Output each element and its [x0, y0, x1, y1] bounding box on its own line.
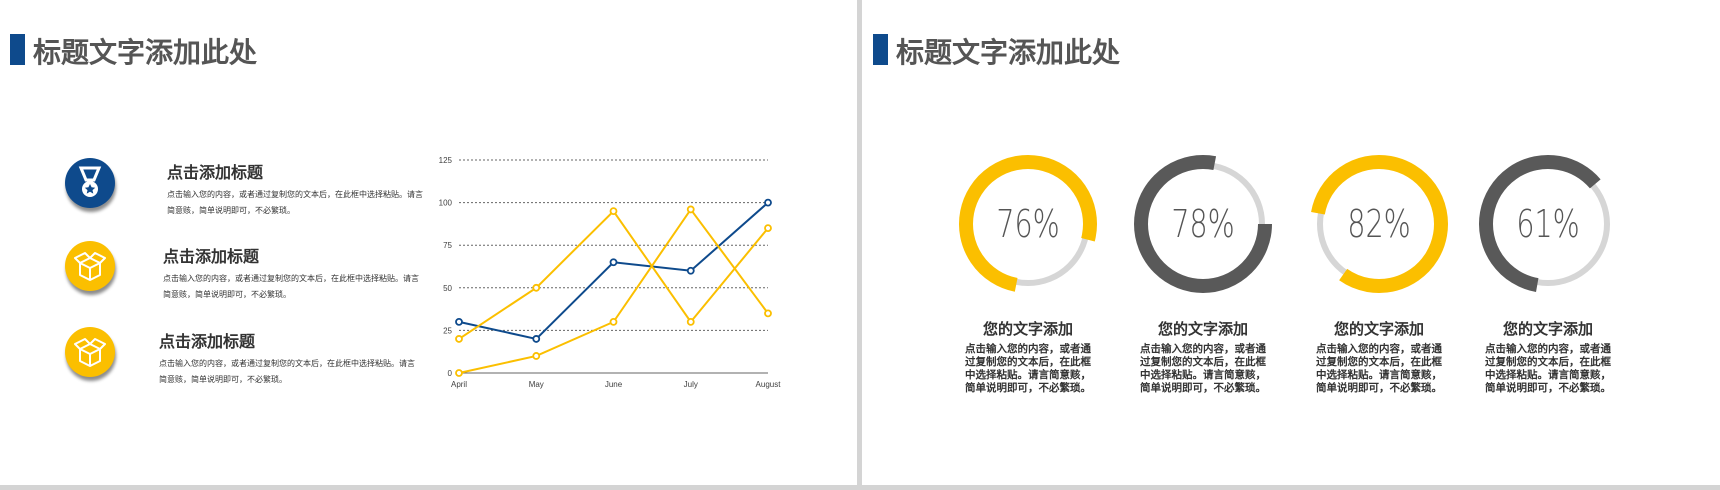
y-tick-label: 75: [443, 241, 452, 250]
series-yellow-1-point: [764, 224, 772, 233]
x-tick-label: August: [756, 380, 782, 389]
x-tick-label: May: [529, 380, 544, 389]
ring-caption: 您的文字添加 点击输入您的内容，或者通过复制您的文本后，在此框中选择粘贴。请言简…: [1304, 318, 1454, 395]
progress-ring: 61%: [1473, 149, 1623, 299]
series-yellow-2-point: [764, 309, 772, 318]
progress-ring: 82%: [1304, 149, 1454, 299]
item-heading: 点击添加标题: [163, 247, 260, 266]
item-body: 点击输入您的内容，或者通过复制您的文本后，在此框中选择粘贴。请言简意赅，简单说明…: [163, 274, 419, 299]
series-blue-point: [455, 317, 463, 326]
page-title: 标题文字添加此处: [33, 36, 258, 69]
series-yellow-1-point: [532, 283, 541, 292]
y-tick-label: 25: [443, 326, 452, 335]
ring-caption: 您的文字添加 点击输入您的内容，或者通过复制您的文本后，在此框中选择粘贴。请言简…: [1128, 318, 1278, 395]
y-tick-label: 0: [448, 369, 453, 378]
y-tick-label: 50: [443, 284, 452, 293]
y-tick-label: 125: [439, 156, 453, 165]
title-accent-bar: [10, 34, 25, 65]
caption-heading: 您的文字添加: [1157, 320, 1248, 338]
title-accent-bar: [873, 34, 888, 65]
series-yellow-1-point: [455, 335, 463, 343]
item-body: 点击输入您的内容，或者通过复制您的文本后，在此框中选择粘贴。请言简意赅，简单说明…: [167, 190, 423, 215]
ring-caption: 您的文字添加 点击输入您的内容，或者通过复制您的文本后，在此框中选择粘贴。请言简…: [953, 318, 1103, 395]
item-heading: 点击添加标题: [159, 332, 256, 351]
slide-divider: [857, 0, 862, 490]
x-tick-label: June: [605, 380, 623, 389]
series-blue-point: [764, 198, 772, 207]
ring-progress: [1309, 155, 1448, 293]
medal-icon: [65, 158, 115, 208]
ring-percent-label: 61%: [1516, 202, 1580, 246]
x-tick-label: July: [684, 380, 698, 389]
series-yellow-2-point: [455, 369, 463, 377]
caption-body: 点击输入您的内容，或者通过复制您的文本后，在此框中选择粘贴。请言简意赅，简单说明…: [965, 343, 1091, 394]
caption-heading: 您的文字添加: [982, 320, 1073, 338]
series-blue-point: [532, 335, 541, 343]
series-yellow-2-point: [686, 205, 695, 214]
ring-percent-label: 82%: [1347, 202, 1411, 246]
caption-body: 点击输入您的内容，或者通过复制您的文本后，在此框中选择粘贴。请言简意赅，简单说明…: [1485, 343, 1611, 394]
progress-ring: 78%: [1128, 149, 1278, 299]
caption-heading: 您的文字添加: [1502, 320, 1593, 338]
caption-heading: 您的文字添加: [1333, 320, 1424, 338]
series-yellow-1-point: [609, 207, 618, 216]
item-heading: 点击添加标题: [167, 163, 264, 182]
series-yellow-2-point: [532, 352, 541, 360]
line-chart: 0 25 50 75 100 125 April May June July August: [439, 156, 782, 389]
x-tick-label: April: [451, 380, 467, 389]
y-tick-label: 100: [439, 199, 453, 208]
page-title: 标题文字添加此处: [896, 36, 1121, 69]
series-yellow-2-line: [458, 207, 769, 374]
item-body: 点击输入您的内容，或者通过复制您的文本后，在此框中选择粘贴。请言简意赅，简单说明…: [159, 359, 415, 384]
box-icon: [65, 241, 115, 291]
ring-progress: [1134, 155, 1272, 293]
ring-percent-label: 78%: [1171, 202, 1235, 246]
ring-progress: [1479, 155, 1617, 293]
series-blue-point: [686, 266, 695, 275]
box-icon: [65, 327, 115, 377]
caption-body: 点击输入您的内容，或者通过复制您的文本后，在此框中选择粘贴。请言简意赅，简单说明…: [1140, 343, 1266, 394]
slide-divider: [0, 485, 1720, 490]
series-yellow-1-point: [686, 317, 695, 326]
series-yellow-2-point: [609, 317, 618, 326]
ring-caption: 您的文字添加 点击输入您的内容，或者通过复制您的文本后，在此框中选择粘贴。请言简…: [1473, 318, 1623, 395]
caption-body: 点击输入您的内容，或者通过复制您的文本后，在此框中选择粘贴。请言简意赅，简单说明…: [1316, 343, 1442, 394]
progress-ring: 76%: [953, 149, 1103, 299]
series-blue-point: [609, 258, 618, 267]
ring-percent-label: 76%: [996, 202, 1060, 246]
